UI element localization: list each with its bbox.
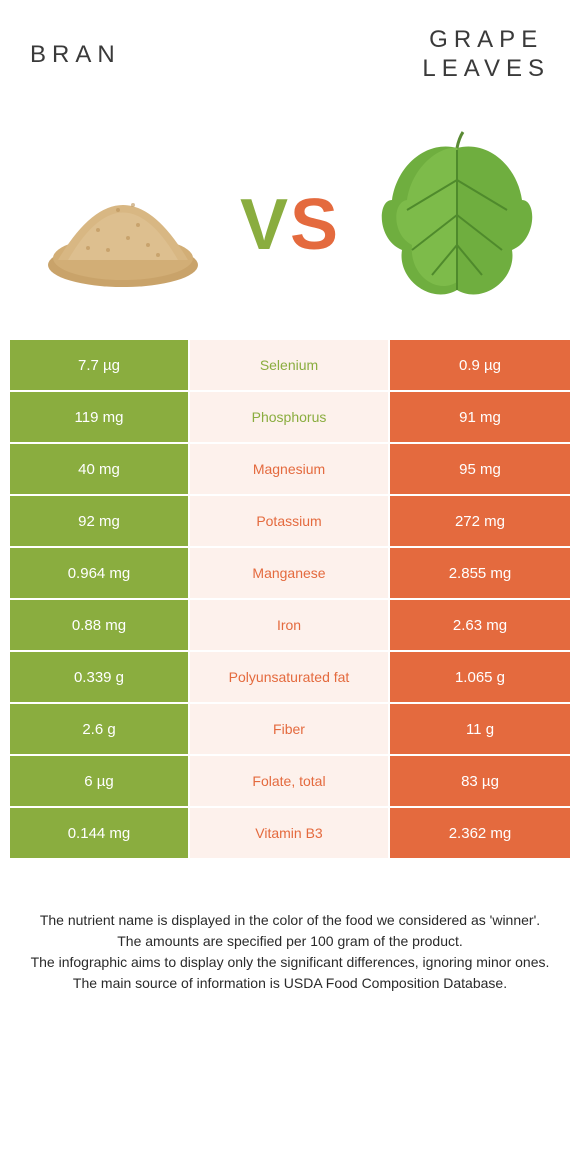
nutrient-name: Folate, total (190, 756, 390, 806)
footer-line1: The nutrient name is displayed in the co… (30, 910, 550, 931)
images-row: VS (0, 110, 580, 340)
table-row: 0.339 gPolyunsaturated fat1.065 g (10, 652, 570, 704)
left-value: 6 µg (10, 756, 190, 806)
table-row: 40 mgMagnesium95 mg (10, 444, 570, 496)
right-value: 2.855 mg (390, 548, 570, 598)
grape-leaf-image (367, 135, 547, 315)
table-row: 119 mgPhosphorus91 mg (10, 392, 570, 444)
footer-line2: The amounts are specified per 100 gram o… (30, 931, 550, 952)
table-row: 0.88 mgIron2.63 mg (10, 600, 570, 652)
comparison-table: 7.7 µgSelenium0.9 µg119 mgPhosphorus91 m… (10, 340, 570, 860)
vs-label: VS (240, 189, 340, 261)
table-row: 2.6 gFiber11 g (10, 704, 570, 756)
left-value: 0.88 mg (10, 600, 190, 650)
left-value: 40 mg (10, 444, 190, 494)
title-left: Bran (30, 41, 121, 69)
nutrient-name: Magnesium (190, 444, 390, 494)
right-value: 1.065 g (390, 652, 570, 702)
vs-v: V (240, 185, 290, 265)
left-value: 92 mg (10, 496, 190, 546)
title-right-line1: Grape (429, 26, 543, 53)
table-row: 0.144 mgVitamin B32.362 mg (10, 808, 570, 860)
nutrient-name: Vitamin B3 (190, 808, 390, 858)
left-value: 7.7 µg (10, 340, 190, 390)
left-value: 0.964 mg (10, 548, 190, 598)
vs-s: S (290, 185, 340, 265)
header-left: Bran (30, 41, 121, 69)
table-row: 0.964 mgManganese2.855 mg (10, 548, 570, 600)
right-value: 91 mg (390, 392, 570, 442)
footer-line3: The infographic aims to display only the… (30, 952, 550, 973)
right-value: 2.362 mg (390, 808, 570, 858)
right-value: 11 g (390, 704, 570, 754)
nutrient-name: Iron (190, 600, 390, 650)
title-right-line2: leaves (422, 55, 550, 82)
nutrient-name: Potassium (190, 496, 390, 546)
left-value: 2.6 g (10, 704, 190, 754)
table-row: 6 µgFolate, total83 µg (10, 756, 570, 808)
title-right: Grape leaves (422, 26, 550, 84)
nutrient-name: Selenium (190, 340, 390, 390)
left-value: 0.144 mg (10, 808, 190, 858)
nutrient-name: Manganese (190, 548, 390, 598)
right-value: 0.9 µg (390, 340, 570, 390)
left-value: 0.339 g (10, 652, 190, 702)
footer-notes: The nutrient name is displayed in the co… (0, 860, 580, 994)
right-value: 95 mg (390, 444, 570, 494)
table-row: 7.7 µgSelenium0.9 µg (10, 340, 570, 392)
header: Bran Grape leaves (0, 0, 580, 110)
header-right: Grape leaves (422, 26, 550, 84)
right-value: 272 mg (390, 496, 570, 546)
nutrient-name: Phosphorus (190, 392, 390, 442)
right-value: 2.63 mg (390, 600, 570, 650)
right-value: 83 µg (390, 756, 570, 806)
nutrient-name: Fiber (190, 704, 390, 754)
left-value: 119 mg (10, 392, 190, 442)
footer-line4: The main source of information is USDA F… (30, 973, 550, 994)
table-row: 92 mgPotassium272 mg (10, 496, 570, 548)
bran-image (33, 135, 213, 315)
nutrient-name: Polyunsaturated fat (190, 652, 390, 702)
